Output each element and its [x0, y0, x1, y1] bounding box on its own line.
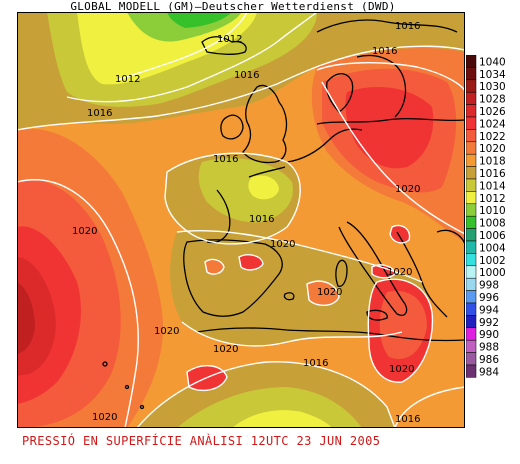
legend-swatch-1004 — [466, 240, 477, 254]
isobar-label-1012-b: 1012 — [115, 74, 140, 85]
legend-label-1008: 1008 — [479, 218, 506, 230]
legend-swatch-1040 — [466, 55, 477, 68]
isobar-label-1020-med: 1020 — [317, 287, 342, 298]
legend-swatch-1006 — [466, 228, 477, 242]
legend-swatch-996 — [466, 290, 477, 304]
legend-label-1034: 1034 — [479, 69, 506, 81]
field-1008-north — [167, 12, 232, 28]
legend-label-998: 998 — [479, 280, 499, 292]
isobar-label-1016-se: 1016 — [303, 358, 328, 369]
isobar-label-1020-iberia: 1020 — [270, 239, 295, 250]
legend-swatch-1034 — [466, 67, 477, 81]
legend-label-996: 996 — [479, 292, 499, 304]
isobar-label-1016-nw: 1016 — [87, 108, 112, 119]
chart-title: GLOBAL MODELL (GM)—Deutscher Wetterdiens… — [70, 0, 396, 13]
field-1016-iberia — [170, 230, 430, 346]
coastlines — [102, 19, 465, 410]
legend-label-1018: 1018 — [479, 156, 506, 168]
isobar-label-1020-italy: 1020 — [387, 267, 412, 278]
legend-label-1016: 1016 — [479, 168, 506, 180]
isobar-labels: 1012 1012 1016 1016 1016 1016 1016 1016 … — [72, 21, 420, 425]
legend-swatch-1020 — [466, 141, 477, 155]
isobar-label-1016-bottom: 1016 — [249, 214, 274, 225]
isobar-label-1016-france: 1016 — [213, 154, 238, 165]
legend-label-986: 986 — [479, 354, 499, 366]
field-1028-atlantic — [17, 282, 35, 354]
legend-swatch-1008 — [466, 215, 477, 229]
legend-label-1026: 1026 — [479, 106, 506, 118]
legend-label-1020: 1020 — [479, 143, 506, 155]
legend-label-1002: 1002 — [479, 255, 506, 267]
field-1020-balkan — [372, 264, 395, 278]
chart-caption: PRESSIÓ EN SUPERFÍCIE ANÀLISI 12UTC 23 J… — [22, 434, 381, 448]
isobar-label-1016-sw: 1016 — [395, 414, 420, 425]
legend-swatch-1016 — [466, 166, 477, 180]
field-1020-adriatic — [390, 225, 410, 243]
isobar-label-1020-alps: 1020 — [395, 184, 420, 195]
pressure-legend: 1040103410301028102610241022102010181016… — [466, 55, 506, 378]
legend-swatch-1018 — [466, 153, 477, 167]
legend-swatch-1030 — [466, 79, 477, 93]
legend-swatch-1028 — [466, 91, 477, 105]
legend-swatch-988 — [466, 339, 477, 353]
legend-label-1028: 1028 — [479, 94, 506, 106]
isobar-label-1020-atlantic: 1020 — [72, 226, 97, 237]
legend-swatch-1000 — [466, 265, 477, 279]
legend-label-984: 984 — [479, 366, 499, 378]
legend-swatch-986 — [466, 352, 477, 366]
field-1014-france — [198, 158, 293, 223]
legend-label-1010: 1010 — [479, 205, 506, 217]
isobar-label-1016-britain: 1016 — [234, 70, 259, 81]
isobar-label-1020-nafrica: 1020 — [213, 344, 238, 355]
field-1012-france — [248, 175, 279, 200]
legend-label-988: 988 — [479, 342, 499, 354]
legend-label-1040: 1040 — [479, 56, 506, 68]
legend-swatch-984 — [466, 364, 477, 378]
legend-swatch-1002 — [466, 253, 477, 267]
legend-swatch-992 — [466, 315, 477, 329]
field-1018-se — [395, 387, 465, 428]
field-1024-ne — [345, 87, 434, 169]
map-frame — [17, 12, 465, 428]
legend-label-1014: 1014 — [479, 180, 506, 192]
field-1020-spain-a — [205, 259, 224, 275]
legend-swatch-1012 — [466, 191, 477, 205]
legend-label-1004: 1004 — [479, 242, 506, 254]
legend-swatch-994 — [466, 302, 477, 316]
legend-label-1022: 1022 — [479, 131, 506, 143]
field-1012-africa — [232, 410, 332, 428]
legend-label-1006: 1006 — [479, 230, 506, 242]
isobar-label-1020-aegean: 1020 — [389, 364, 414, 375]
isobar-label-1016-top: 1016 — [395, 21, 420, 32]
legend-label-1030: 1030 — [479, 81, 506, 93]
legend-label-992: 992 — [479, 317, 499, 329]
legend-swatch-998 — [466, 277, 477, 291]
legend-label-1024: 1024 — [479, 118, 506, 130]
legend-swatch-1026 — [466, 104, 477, 118]
field-1020-med-c — [307, 281, 339, 306]
legend-label-990: 990 — [479, 329, 499, 341]
field-1020-spain-b — [239, 254, 263, 270]
legend-swatch-990 — [466, 327, 477, 341]
isobar-label-1020-atl-s: 1020 — [154, 326, 179, 337]
legend-swatch-1022 — [466, 129, 477, 143]
pressure-map: 1012 1012 1016 1016 1016 1016 1016 1016 … — [17, 12, 465, 428]
legend-swatch-1024 — [466, 116, 477, 130]
legend-swatch-1014 — [466, 178, 477, 192]
legend-label-1012: 1012 — [479, 193, 506, 205]
isobars — [17, 12, 465, 428]
legend-label-1000: 1000 — [479, 267, 506, 279]
legend-swatch-1010 — [466, 203, 477, 217]
isobar-label-1016-ne: 1016 — [372, 46, 397, 57]
isobar-label-1012-a: 1012 — [217, 34, 242, 45]
isobar-label-1020-bottomleft: 1020 — [92, 412, 117, 423]
legend-label-994: 994 — [479, 304, 499, 316]
